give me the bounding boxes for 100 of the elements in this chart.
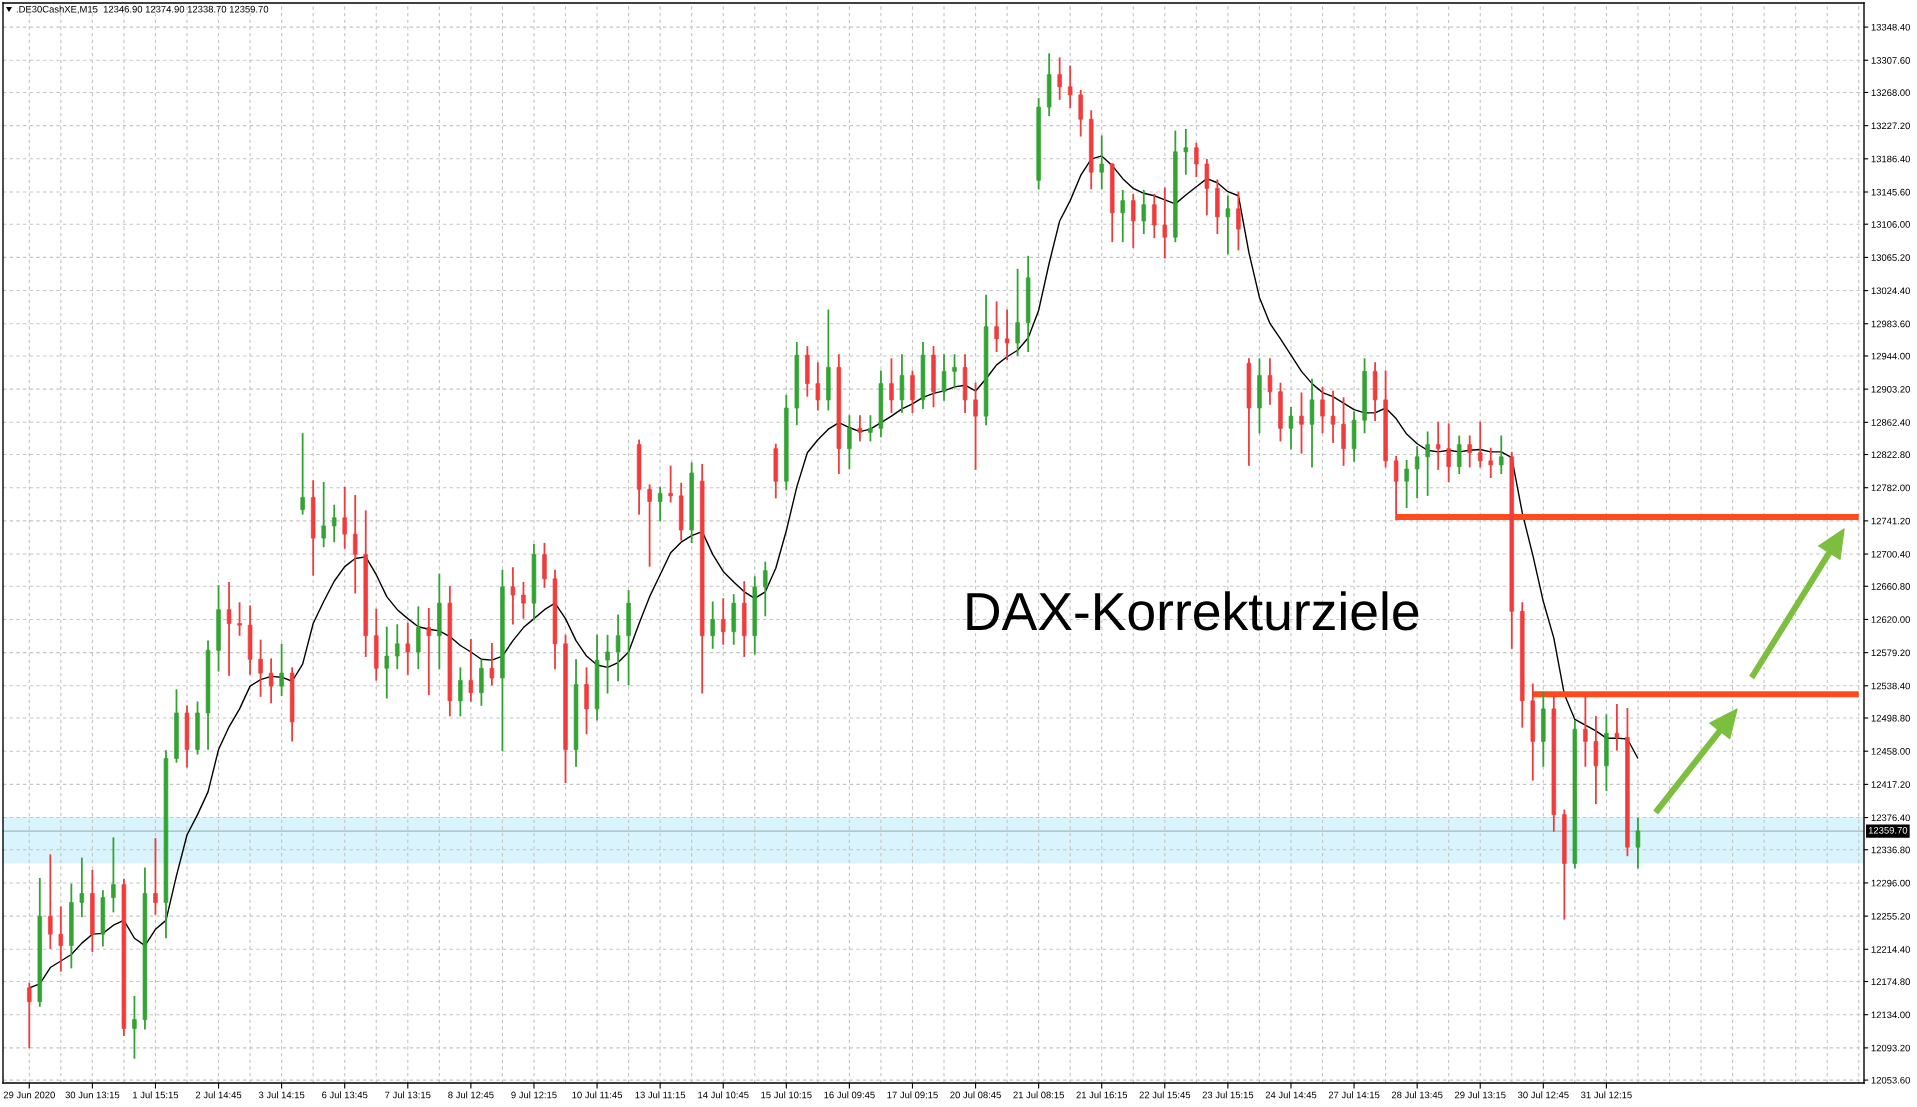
y-tick-label: 12458.00 xyxy=(1871,748,1910,755)
candlestick xyxy=(48,854,53,949)
candlestick xyxy=(1330,390,1336,444)
x-tick-label: 1 Jul 15:15 xyxy=(133,1091,179,1099)
candlestick xyxy=(868,415,873,442)
candlestick xyxy=(468,638,474,702)
y-tick-label: 12660.80 xyxy=(1871,583,1910,590)
candlestick xyxy=(763,561,768,617)
candlestick xyxy=(1425,431,1430,496)
candlestick xyxy=(1320,386,1325,434)
candlestick xyxy=(1404,459,1409,509)
x-tick-label: 28 Jul 13:45 xyxy=(1391,1091,1443,1099)
y-tick-label: 13227.20 xyxy=(1871,122,1910,130)
candlestick xyxy=(1393,455,1399,521)
candlestick xyxy=(994,301,999,352)
candlestick xyxy=(132,995,137,1059)
candlestick xyxy=(952,354,957,389)
candlestick xyxy=(510,567,516,625)
y-tick-label: 12620.00 xyxy=(1871,616,1910,623)
y-tick-label: 12376.40 xyxy=(1871,814,1910,822)
candlestick xyxy=(1467,435,1472,468)
candlestick xyxy=(1614,703,1620,751)
ref-line-label: 12359.70 xyxy=(1868,826,1908,834)
candlestick xyxy=(258,639,263,697)
y-tick-label: 12417.20 xyxy=(1871,781,1910,788)
y-tick-label: 12538.40 xyxy=(1871,682,1910,690)
y-tick-label: 13268.00 xyxy=(1871,89,1910,96)
annotation: .DE30CashXE,M15 12346.90 12374.90 12338.70 12359.70 xyxy=(16,5,269,14)
x-tick-label: 23 Jul 15:15 xyxy=(1202,1091,1254,1099)
candlestick xyxy=(1099,135,1104,190)
candlestick xyxy=(1635,817,1641,869)
y-tick-label: 13348.40 xyxy=(1871,23,1910,31)
y-tick-label: 12134.00 xyxy=(1871,1011,1910,1019)
y-tick-label: 13065.20 xyxy=(1871,254,1910,261)
candlestick xyxy=(405,622,411,675)
candlestick xyxy=(331,504,337,543)
x-tick-label: 21 Jul 16:15 xyxy=(1076,1091,1128,1099)
x-tick-label: 2 Jul 14:45 xyxy=(195,1091,242,1099)
text: DAX-Korrekturziele xyxy=(967,591,1419,631)
candlestick xyxy=(710,601,715,649)
y-tick-label: 12336.80 xyxy=(1871,846,1910,854)
y-tick-label: 12700.40 xyxy=(1871,550,1910,558)
candlestick xyxy=(1057,57,1062,100)
x-tick-label: 31 Jul 12:15 xyxy=(1581,1091,1632,1099)
candlestick xyxy=(941,354,947,401)
candlestick xyxy=(857,415,863,442)
y-tick-label: 12214.40 xyxy=(1871,946,1910,953)
candlestick xyxy=(605,634,610,694)
candlestick xyxy=(1499,435,1504,474)
x-tick-label: 17 Jul 09:15 xyxy=(887,1091,938,1099)
y-tick-label: 12741.20 xyxy=(1871,517,1910,525)
candlestick xyxy=(458,667,463,717)
candlestick xyxy=(1152,194,1157,239)
y-tick-label: 12498.80 xyxy=(1871,714,1910,722)
candlestick xyxy=(237,602,242,636)
candlestick xyxy=(58,906,64,972)
y-tick-label: 12579.20 xyxy=(1871,649,1910,657)
y-tick-label: 12255.20 xyxy=(1871,912,1910,920)
candlestick xyxy=(1162,187,1168,259)
x-tick-label: 29 Jul 13:15 xyxy=(1454,1091,1506,1099)
candlestick xyxy=(1583,695,1588,767)
candlestick xyxy=(489,642,495,686)
candlestick xyxy=(1015,268,1020,357)
candlestick xyxy=(1067,65,1073,109)
candlestick xyxy=(1456,435,1462,474)
x-tick-label: 3 Jul 14:15 xyxy=(258,1091,305,1099)
x-tick-label: 6 Jul 13:45 xyxy=(322,1091,368,1099)
y-tick-label: 12944.00 xyxy=(1871,352,1910,360)
candlestick xyxy=(279,643,284,696)
x-tick-label: 29 Jun 2020 xyxy=(3,1091,55,1099)
y-tick-label: 12983.60 xyxy=(1871,320,1910,328)
candlestick xyxy=(268,658,274,704)
candlestick xyxy=(342,486,347,549)
x-tick-label: 30 Jul 12:45 xyxy=(1517,1091,1569,1099)
candlestick xyxy=(1488,447,1493,479)
y-tick-label: 13186.40 xyxy=(1871,155,1910,163)
candlestick xyxy=(1120,189,1125,243)
candlestick xyxy=(153,838,158,915)
candlestick xyxy=(111,837,116,913)
candlestick xyxy=(1225,195,1231,255)
candlestick xyxy=(395,624,400,670)
candlestick xyxy=(1131,194,1136,248)
candlestick xyxy=(300,433,305,515)
x-tick-label: 13 Jul 11:15 xyxy=(635,1091,686,1099)
y-tick-label: 12822.80 xyxy=(1871,451,1910,459)
candlestick xyxy=(1477,421,1483,468)
candlestick xyxy=(1004,309,1010,361)
x-tick-label: 24 Jul 14:45 xyxy=(1265,1091,1317,1099)
candlestick xyxy=(352,494,358,594)
candlestick xyxy=(1435,421,1441,470)
candlestick xyxy=(384,626,390,699)
x-tick-label: 30 Jun 13:15 xyxy=(65,1091,120,1099)
candlestick xyxy=(1414,446,1420,499)
y-tick-label: 13024.40 xyxy=(1871,287,1910,295)
candlestick xyxy=(321,481,326,548)
candlestick xyxy=(226,581,232,676)
y-tick-label: 13145.60 xyxy=(1871,188,1910,196)
candlestick xyxy=(1141,189,1147,235)
candlestick xyxy=(1299,392,1304,454)
candlestick xyxy=(1267,358,1273,405)
